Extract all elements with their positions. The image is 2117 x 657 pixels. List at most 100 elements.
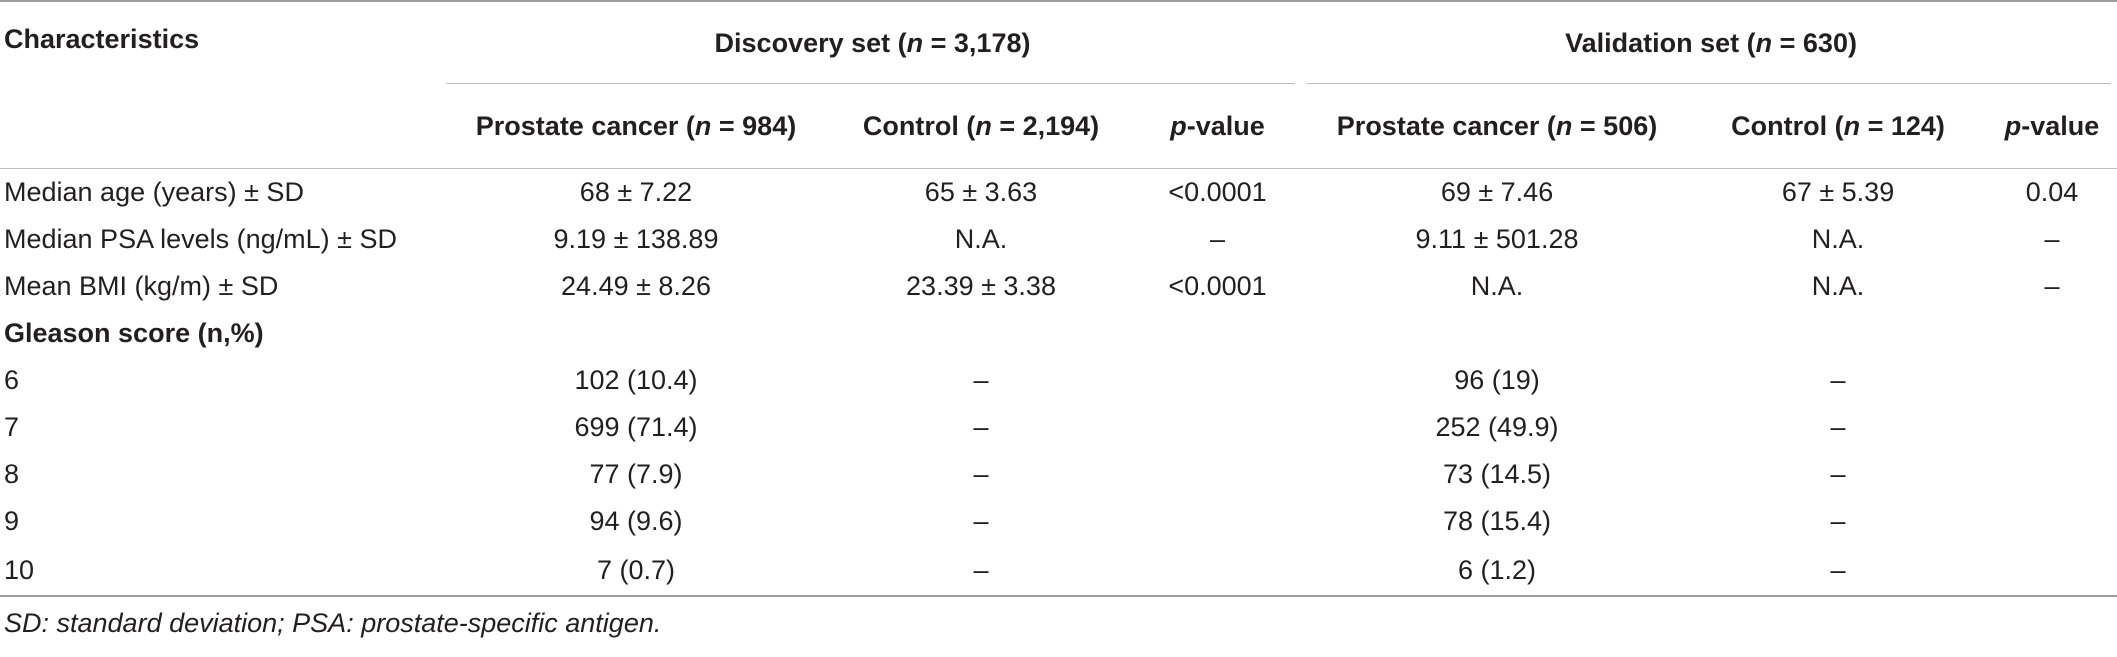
characteristics-table-container: Characteristics Discovery set (n = 3,178… (0, 0, 2117, 596)
table-cell: 94 (9.6) (589, 506, 683, 536)
subheader-discovery-prostate-cancer: Prostate cancer (n = 984) (440, 84, 828, 169)
header-row-subcolumns: Prostate cancer (n = 984) Control (n = 2… (0, 84, 2117, 169)
table-row: 9 94 (9.6) – 78 (15.4) – (0, 498, 2117, 545)
table-cell (1983, 545, 2117, 596)
discovery-n: n (906, 27, 924, 58)
table-cell: 68 ± 7.22 (579, 177, 693, 207)
table-cell: – (973, 554, 989, 585)
validation-n: n (1755, 27, 1773, 58)
subcol-0-suffix: = 984) (711, 110, 797, 141)
subheader-validation-prostate-cancer: Prostate cancer (n = 506) (1301, 84, 1689, 169)
subcol-4-prefix: Control ( (1731, 110, 1844, 141)
discovery-suffix: = 3,178) (923, 27, 1031, 58)
table-cell (1983, 451, 2117, 498)
table-row: 7 699 (71.4) – 252 (49.9) – (0, 404, 2117, 451)
subheader-validation-control: Control (n = 124) (1689, 84, 1983, 169)
section-label-gleason-score: Gleason score (n,%) (4, 318, 264, 348)
subcol-3-suffix: = 506) (1572, 110, 1658, 141)
subheader-discovery-control: Control (n = 2,194) (828, 84, 1130, 169)
subcol-5-n: p (2004, 110, 2022, 141)
table-cell: – (1830, 506, 1846, 536)
subcol-3-n: n (1555, 110, 1573, 141)
table-cell: N.A. (1470, 271, 1524, 301)
subcol-0-n: n (694, 110, 712, 141)
table-cell: – (1830, 412, 1846, 442)
table-cell: – (1830, 365, 1846, 395)
table-cell (1130, 357, 1301, 404)
table-cell: 7 (0.7) (596, 554, 676, 585)
table-row: 6 102 (10.4) – 96 (19) – (0, 357, 2117, 404)
table-cell (1130, 498, 1301, 545)
subcol-2-n: p (1170, 110, 1187, 141)
table-cell: 0.04 (2025, 177, 2079, 207)
table-cell: <0.0001 (1168, 177, 1267, 207)
table-cell: 67 ± 5.39 (1781, 177, 1895, 207)
row-label: 9 (4, 506, 20, 536)
row-label: Median age (years) ± SD (4, 177, 304, 207)
subcol-4-suffix: = 124) (1860, 110, 1945, 141)
table-cell: 65 ± 3.63 (924, 177, 1038, 207)
table-cell: – (1830, 554, 1846, 585)
table-cell (1130, 451, 1301, 498)
subcol-3-prefix: Prostate cancer ( (1336, 110, 1556, 141)
header-validation-set: Validation set (n = 630) (1301, 0, 2117, 85)
subcol-1-n: n (975, 110, 992, 141)
table-cell: – (1209, 224, 1226, 254)
table-cell: 24.49 ± 8.26 (561, 271, 711, 301)
table-cell: – (973, 459, 989, 489)
table-footnote: SD: standard deviation; PSA: prostate-sp… (4, 608, 662, 638)
table-row-section: Gleason score (n,%) (0, 310, 2117, 357)
header-row-groups: Characteristics Discovery set (n = 3,178… (0, 0, 2117, 169)
subcol-5-suffix: -value (2021, 110, 2100, 141)
table-row: Mean BMI (kg/m) ± SD 24.49 ± 8.26 23.39 … (0, 263, 2117, 310)
row-label: 7 (4, 412, 20, 442)
subheader-validation-p-value: p-value (1983, 84, 2117, 169)
table-body: Median age (years) ± SD 68 ± 7.22 65 ± 3… (0, 169, 2117, 596)
header-characteristics-label: Characteristics (4, 24, 200, 54)
table-cell: N.A. (1811, 224, 1865, 254)
table-cell: 252 (49.9) (1435, 412, 1559, 442)
table-cell: – (2044, 271, 2060, 301)
table-cell: – (2044, 224, 2060, 254)
validation-prefix: Validation set ( (1565, 27, 1756, 58)
table-cell: 78 (15.4) (1442, 506, 1552, 536)
subcol-1-suffix: = 2,194) (991, 110, 1100, 141)
table-cell: <0.0001 (1168, 271, 1267, 301)
subcol-1-prefix: Control ( (862, 110, 976, 141)
validation-suffix: = 630) (1772, 27, 1857, 58)
table-header: Characteristics Discovery set (n = 3,178… (0, 0, 2117, 169)
table-cell: – (973, 365, 989, 395)
table-cell: 9.19 ± 138.89 (553, 224, 719, 254)
table-cell: 23.39 ± 3.38 (906, 271, 1056, 301)
row-label: 6 (4, 365, 20, 395)
table-cell: 6 (1.2) (1457, 554, 1537, 585)
table-cell: – (1830, 459, 1846, 489)
row-label: 8 (4, 459, 20, 489)
table-cell (1983, 498, 2117, 545)
characteristics-table: Characteristics Discovery set (n = 3,178… (0, 0, 2117, 596)
table-cell: – (973, 506, 989, 536)
table-cell (1130, 545, 1301, 596)
table-cell: 96 (19) (1454, 365, 1540, 395)
table-cell: N.A. (1811, 271, 1865, 301)
table-row: Median PSA levels (ng/mL) ± SD 9.19 ± 13… (0, 216, 2117, 263)
subcol-0-prefix: Prostate cancer ( (475, 110, 695, 141)
table-cell (1130, 404, 1301, 451)
table-cell (1983, 404, 2117, 451)
row-label: 10 (4, 554, 35, 585)
table-cell: 102 (10.4) (574, 365, 698, 395)
table-row: 10 7 (0.7) – 6 (1.2) – (0, 545, 2117, 596)
subheader-discovery-p-value: p-value (1130, 84, 1301, 169)
table-cell (1983, 357, 2117, 404)
header-discovery-set: Discovery set (n = 3,178) (440, 0, 1302, 85)
header-characteristics: Characteristics (0, 0, 440, 169)
table-cell: 77 (7.9) (589, 459, 683, 489)
discovery-prefix: Discovery set ( (714, 27, 907, 58)
table-cell: 73 (14.5) (1442, 459, 1552, 489)
table-cell: – (973, 412, 989, 442)
subcol-2-suffix: -value (1186, 110, 1265, 141)
table-cell: 699 (71.4) (574, 412, 698, 442)
row-label: Median PSA levels (ng/mL) ± SD (4, 224, 397, 254)
subcol-4-n: n (1843, 110, 1861, 141)
row-label: Mean BMI (kg/m) ± SD (4, 271, 279, 301)
